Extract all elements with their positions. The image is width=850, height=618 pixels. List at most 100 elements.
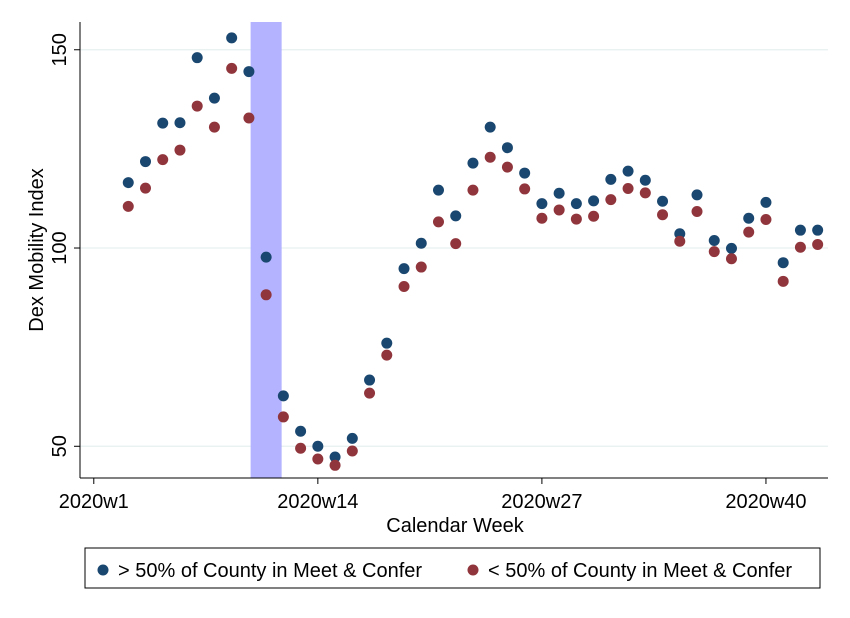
point-series-1-week-28 [553,204,565,216]
point-series-0-week-18 [381,337,393,349]
point-series-1-week-37 [708,246,720,258]
point-series-1-week-18 [381,349,393,361]
point-series-1-week-8 [208,121,220,133]
point-series-1-week-22 [450,238,462,250]
point-series-0-week-23 [467,157,479,169]
point-series-0-week-37 [708,234,720,246]
point-series-1-week-33 [639,187,651,199]
point-series-1-week-30 [588,210,600,222]
point-series-0-week-38 [725,242,737,254]
point-series-0-week-10 [243,66,255,78]
point-series-0-week-7 [191,52,203,64]
x-tick-label: 2020w40 [725,491,806,513]
point-series-0-week-22 [450,210,462,222]
point-series-0-week-35 [674,228,686,240]
point-series-0-week-42 [794,224,806,236]
point-series-0-week-32 [622,165,634,177]
legend: > 50% of County in Meet & Confer < 50% o… [84,547,821,589]
point-series-1-week-9 [226,62,238,74]
point-series-1-week-27 [536,212,548,224]
point-series-0-week-8 [208,92,220,104]
point-series-1-week-26 [519,183,531,195]
point-series-0-week-43 [812,224,824,236]
point-series-0-week-36 [691,189,703,201]
axes: 50 100 150 2020w1 2020w14 2020w27 2020w40 [49,22,828,513]
point-series-1-week-39 [743,226,755,238]
legend-marker-lt50 [467,564,479,576]
x-axis-label: Calendar Week [386,515,524,537]
point-series-1-week-42 [794,241,806,253]
point-series-0-week-20 [415,237,427,249]
point-series-1-week-24 [484,151,496,163]
point-series-0-week-26 [519,167,531,179]
point-series-1-week-6 [174,144,186,156]
point-series-0-week-21 [432,184,444,196]
point-series-1-week-16 [346,445,358,457]
point-series-0-week-12 [277,390,289,402]
point-series-1-week-3 [122,200,134,212]
point-series-0-week-25 [501,142,513,154]
legend-marker-gt50 [97,564,109,576]
point-series-0-week-34 [657,195,669,207]
point-series-1-week-29 [570,213,582,225]
y-tick-label: 150 [49,33,71,66]
point-series-0-week-3 [122,177,134,189]
point-series-0-week-14 [312,440,324,452]
y-tick-label: 100 [49,231,71,264]
point-series-0-week-4 [139,156,151,168]
point-series-0-week-19 [398,263,410,275]
x-tick-label: 2020w14 [277,491,358,513]
x-tick-label: 2020w1 [59,491,129,513]
point-series-0-week-6 [174,117,186,129]
point-series-0-week-29 [570,198,582,210]
point-series-1-week-36 [691,206,703,218]
point-series-1-week-32 [622,183,634,195]
point-series-0-week-28 [553,187,565,199]
y-axis-label: Dex Mobility Index [26,168,48,331]
y-tick-label: 50 [49,435,71,457]
point-series-0-week-30 [588,195,600,207]
point-series-1-week-5 [157,154,169,166]
point-series-0-week-33 [639,174,651,186]
point-series-0-week-16 [346,432,358,444]
point-series-0-week-5 [157,117,169,129]
point-series-0-week-27 [536,198,548,210]
point-series-0-week-31 [605,173,617,185]
point-series-0-week-9 [226,32,238,44]
point-series-1-week-23 [467,184,479,196]
shaded-period-band [250,22,282,478]
point-series-1-week-35 [674,235,686,247]
point-series-0-week-17 [364,374,376,386]
data-points [122,32,824,471]
point-series-1-week-43 [812,238,824,250]
point-series-1-week-34 [657,209,669,221]
point-series-1-week-38 [725,253,737,265]
point-series-0-week-15 [329,451,341,463]
point-series-1-week-10 [243,112,255,124]
point-series-1-week-20 [415,261,427,273]
point-series-1-week-13 [295,442,307,454]
point-series-1-week-40 [760,213,772,225]
point-series-1-week-19 [398,280,410,292]
point-series-0-week-39 [743,212,755,224]
point-series-1-week-25 [501,161,513,173]
legend-label-gt50: > 50% of County in Meet & Confer [118,560,422,582]
point-series-0-week-24 [484,121,496,133]
point-series-1-week-12 [277,411,289,423]
point-series-1-week-41 [777,275,789,287]
point-series-1-week-11 [260,289,272,301]
point-series-1-week-15 [329,459,341,471]
point-series-0-week-40 [760,196,772,208]
x-tick-label: 2020w27 [501,491,582,513]
point-series-1-week-31 [605,194,617,206]
legend-label-lt50: < 50% of County in Meet & Confer [488,560,792,582]
point-series-0-week-13 [295,425,307,437]
legend-box [84,547,821,589]
point-series-0-week-11 [260,251,272,263]
point-series-0-week-41 [777,257,789,269]
point-series-1-week-17 [364,387,376,399]
point-series-1-week-14 [312,453,324,465]
point-series-1-week-4 [139,182,151,194]
point-series-1-week-21 [432,216,444,228]
